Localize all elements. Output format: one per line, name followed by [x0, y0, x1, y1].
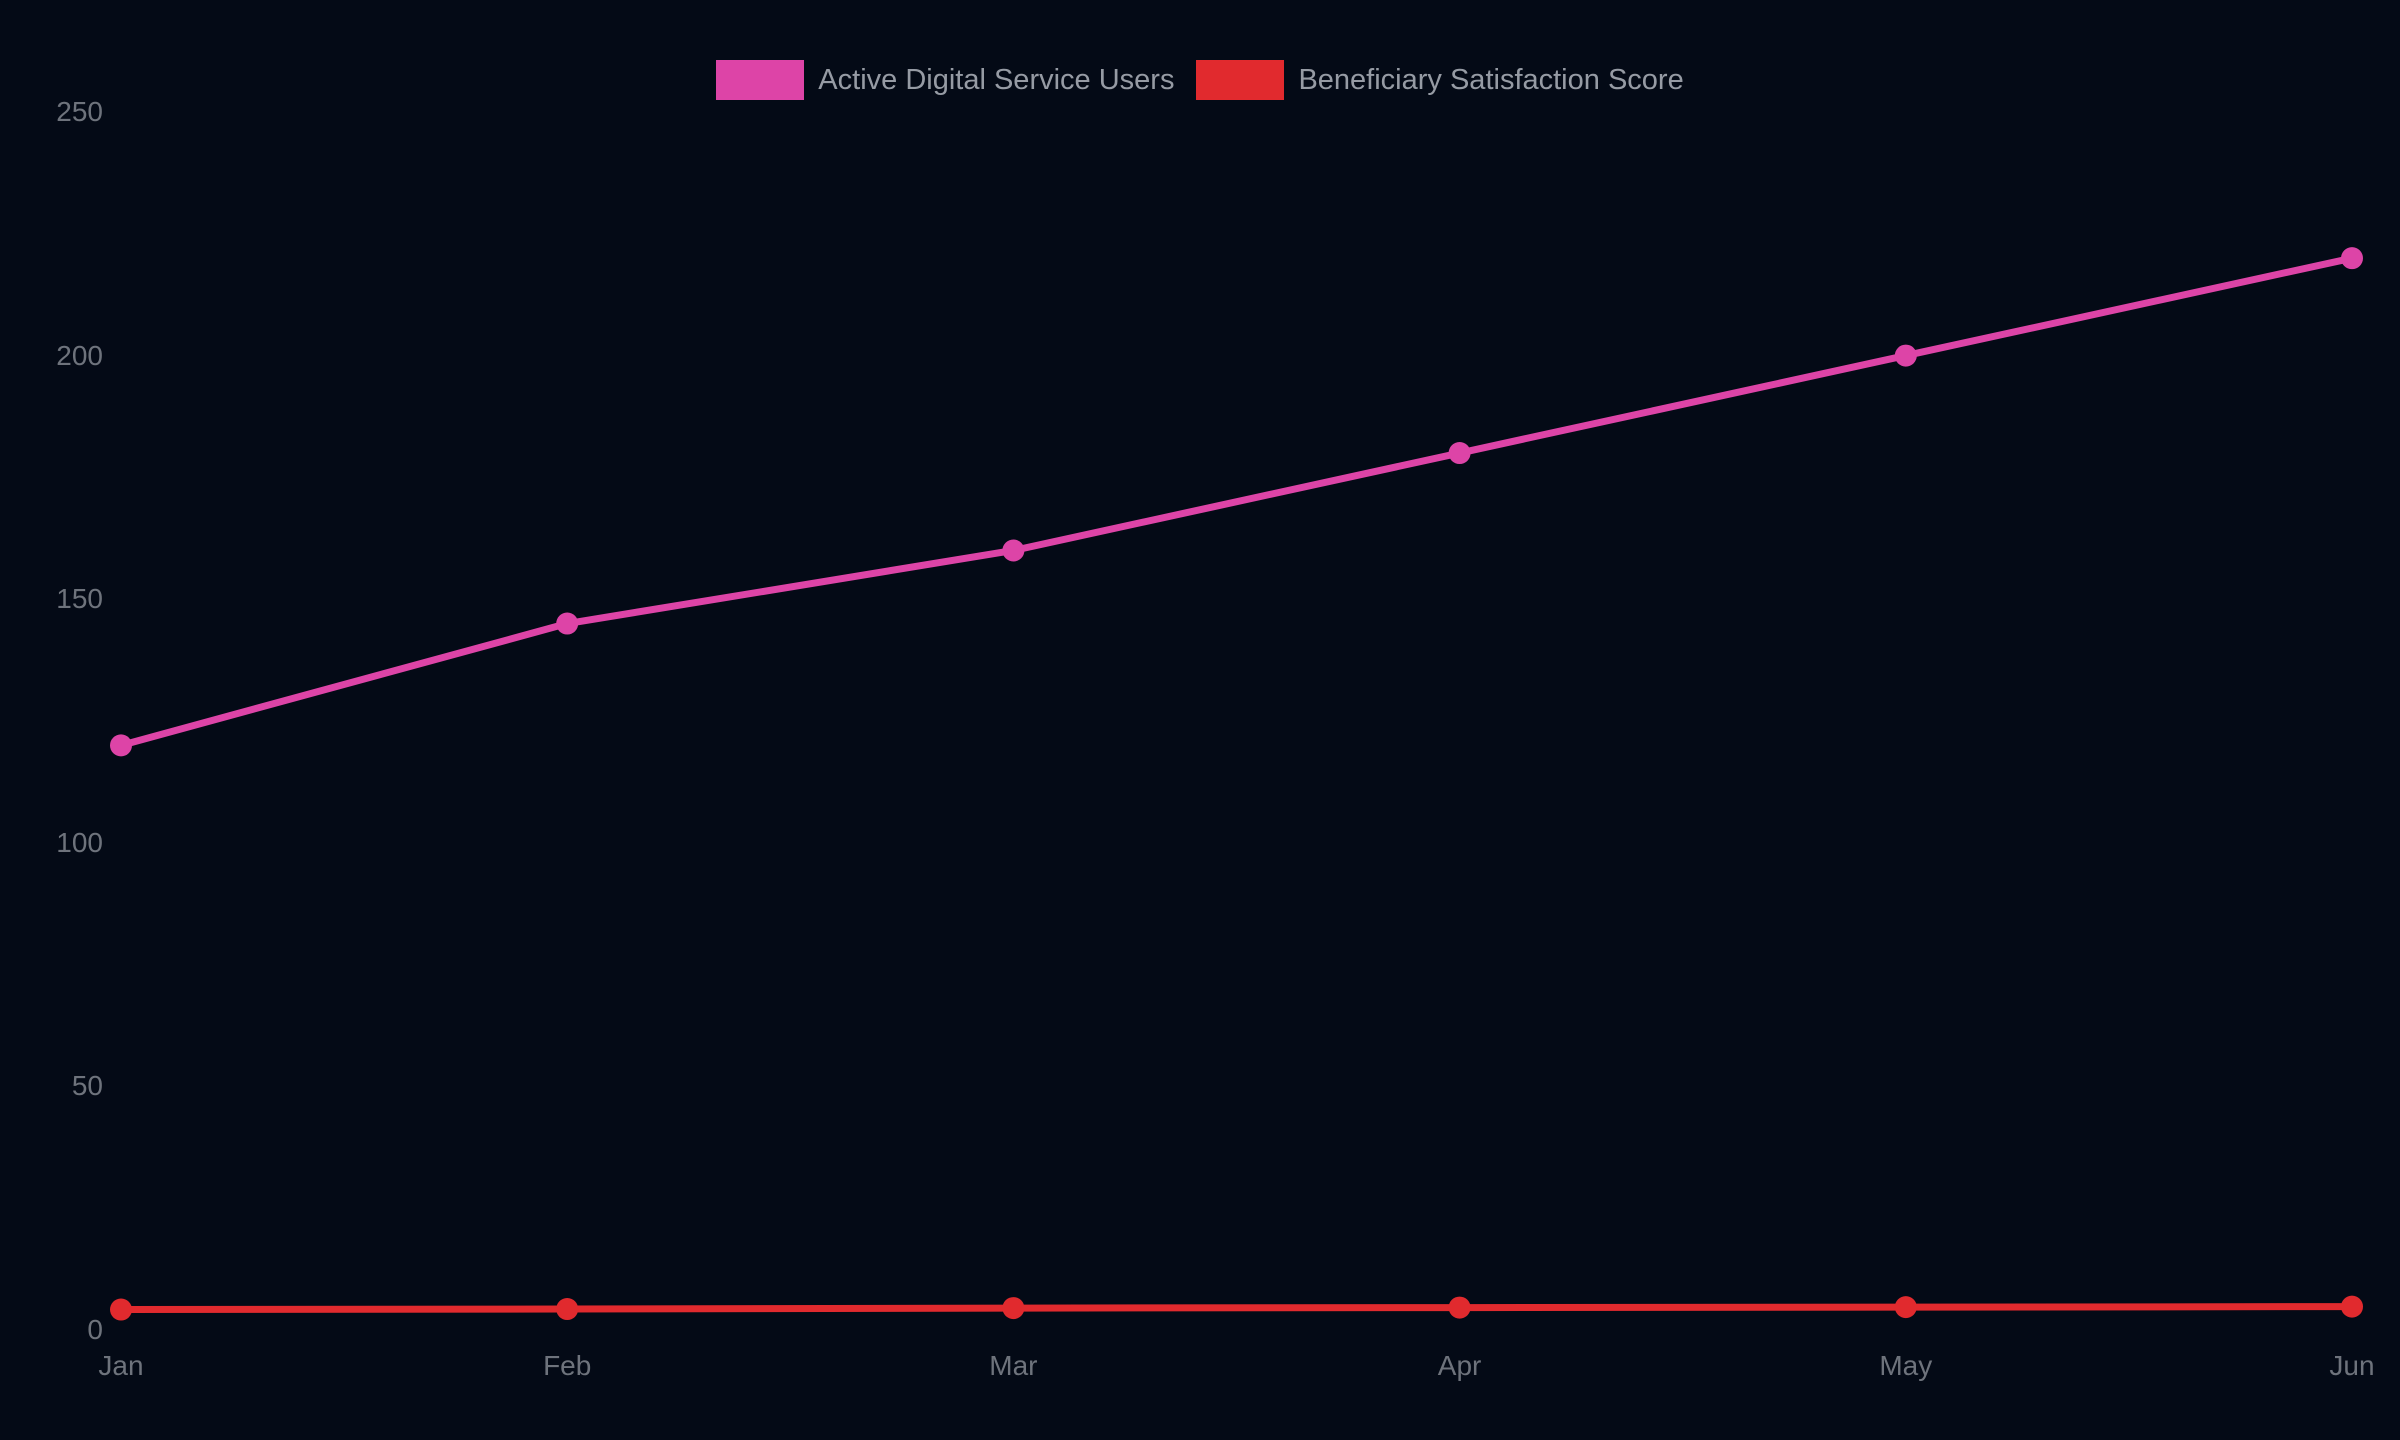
y-tick-label-50: 50 [71, 1070, 103, 1102]
data-point-beneficiary-satisfaction-score-may [1894, 1296, 1917, 1319]
y-tick-label-100: 100 [56, 826, 103, 858]
legend-item-beneficiary-satisfaction-score[interactable]: Beneficiary Satisfaction Score [1196, 58, 1684, 102]
x-tick-label-mar: Mar [989, 1350, 1038, 1381]
legend-label: Beneficiary Satisfaction Score [1298, 64, 1684, 96]
series-line-active-digital-service-users [117, 254, 2356, 749]
data-point-active-digital-service-users-may [1894, 344, 1917, 367]
data-point-active-digital-service-users-jun [2341, 247, 2363, 270]
legend-swatch-icon [716, 60, 805, 100]
series-lines [117, 254, 2356, 1314]
y-tick-label-250: 250 [56, 96, 103, 127]
y-tick-label-0: 0 [87, 1314, 103, 1345]
data-point-beneficiary-satisfaction-score-jan [110, 1298, 132, 1321]
series-line-beneficiary-satisfaction-score [117, 1303, 2356, 1314]
legend-swatch-icon [1196, 60, 1285, 100]
data-point-beneficiary-satisfaction-score-mar [1002, 1297, 1025, 1320]
data-point-active-digital-service-users-mar [1002, 539, 1025, 562]
legend-item-active-digital-service-users[interactable]: Active Digital Service Users [716, 58, 1174, 102]
y-tick-label-200: 200 [56, 339, 103, 371]
data-point-active-digital-service-users-apr [1448, 442, 1471, 465]
data-point-beneficiary-satisfaction-score-apr [1448, 1296, 1471, 1319]
x-tick-label-jun: Jun [2329, 1350, 2375, 1381]
data-point-beneficiary-satisfaction-score-feb [556, 1298, 579, 1321]
x-tick-label-apr: Apr [1437, 1350, 1482, 1381]
legend-label: Active Digital Service Users [818, 64, 1175, 96]
chart-legend: Active Digital Service Users Beneficiary… [0, 58, 2400, 102]
data-point-active-digital-service-users-jan [110, 734, 132, 757]
x-tick-label-may: May [1879, 1350, 1933, 1381]
data-point-beneficiary-satisfaction-score-jun [2341, 1295, 2363, 1318]
y-tick-label-150: 150 [56, 583, 103, 615]
series-points [110, 247, 2363, 1321]
data-point-active-digital-service-users-feb [556, 612, 579, 635]
x-tick-label-feb: Feb [543, 1350, 592, 1381]
x-tick-label-jan: Jan [98, 1350, 144, 1381]
